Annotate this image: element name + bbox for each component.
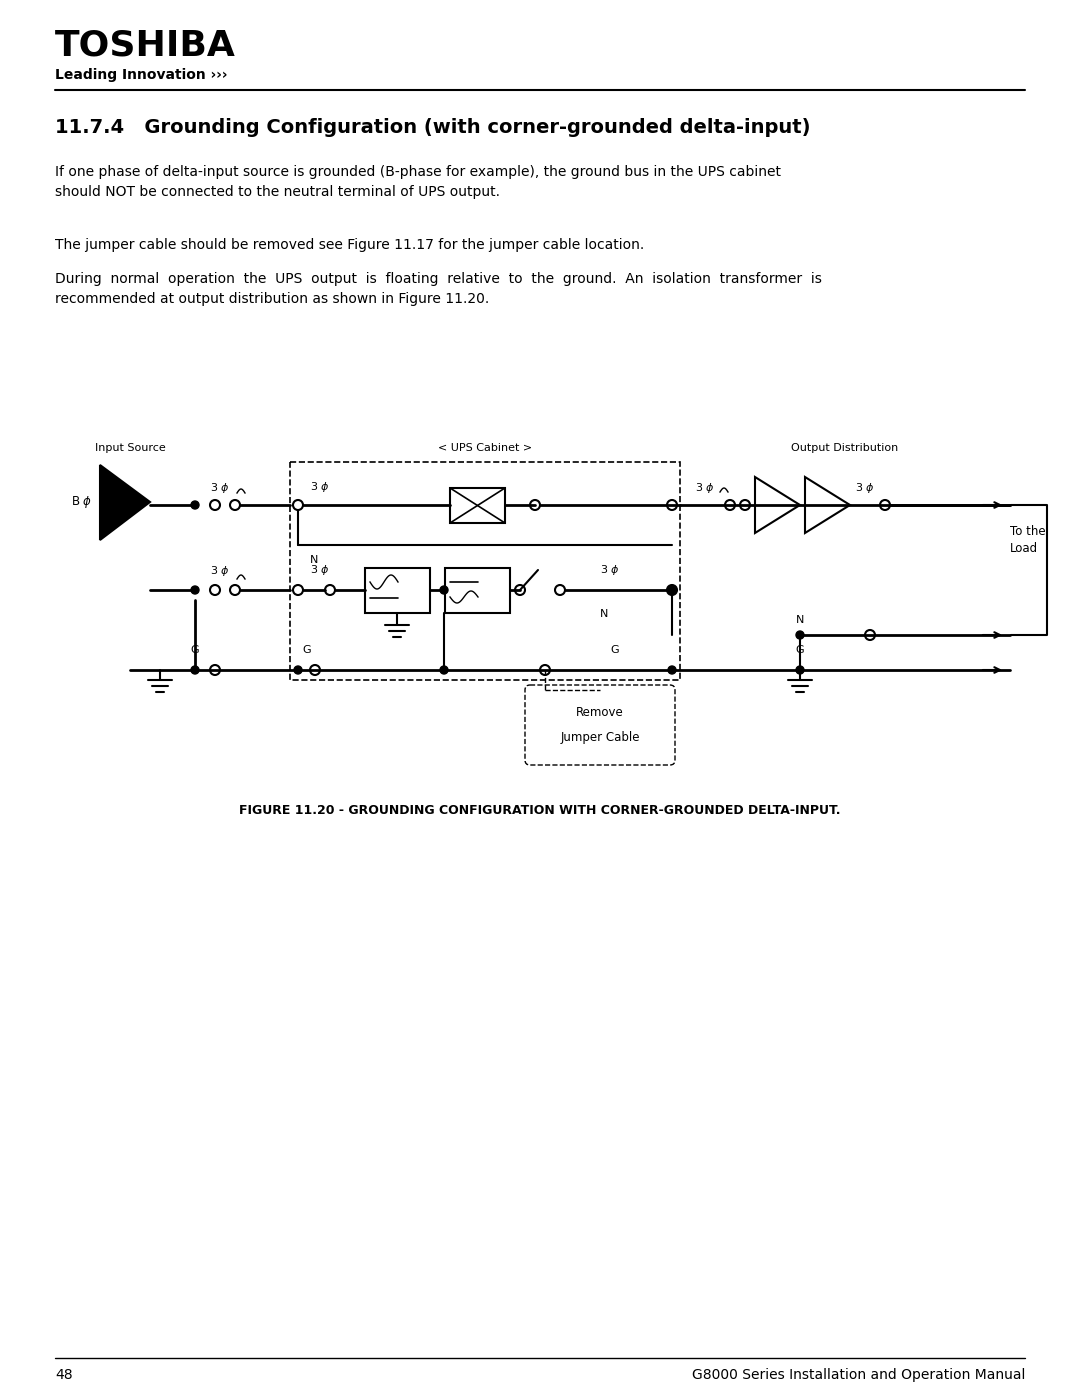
Text: During  normal  operation  the  UPS  output  is  floating  relative  to  the  gr: During normal operation the UPS output i…	[55, 272, 822, 306]
Text: N: N	[796, 615, 805, 624]
Circle shape	[669, 666, 676, 673]
Polygon shape	[100, 465, 150, 541]
Text: Remove: Remove	[576, 705, 624, 718]
Text: 3 $\phi$: 3 $\phi$	[210, 481, 230, 495]
Text: To the
Load: To the Load	[1010, 525, 1045, 555]
Circle shape	[294, 666, 302, 673]
Text: G8000 Series Installation and Operation Manual: G8000 Series Installation and Operation …	[691, 1368, 1025, 1382]
Bar	[291, 462, 680, 680]
Text: G: G	[796, 645, 805, 655]
Text: 3 $\phi$: 3 $\phi$	[310, 563, 329, 577]
Text: 3 $\phi$: 3 $\phi$	[600, 563, 620, 577]
Text: If one phase of delta-input source is grounded (B-phase for example), the ground: If one phase of delta-input source is gr…	[55, 165, 781, 198]
Text: G: G	[302, 645, 311, 655]
Circle shape	[191, 502, 199, 509]
Text: G: G	[610, 645, 619, 655]
Text: Leading Innovation ›››: Leading Innovation ›››	[55, 68, 228, 82]
Circle shape	[440, 585, 448, 594]
Text: 3 $\phi$: 3 $\phi$	[310, 481, 329, 495]
Text: TOSHIBA: TOSHIBA	[55, 28, 235, 61]
Text: 11.7.4   Grounding Configuration (with corner-grounded delta-input): 11.7.4 Grounding Configuration (with cor…	[55, 117, 810, 137]
Circle shape	[669, 585, 676, 594]
Circle shape	[191, 585, 199, 594]
Text: G: G	[191, 645, 200, 655]
Bar	[365, 569, 430, 613]
Bar	[450, 488, 505, 522]
Text: < UPS Cabinet >: < UPS Cabinet >	[437, 443, 532, 453]
Text: N: N	[600, 609, 608, 619]
Circle shape	[796, 631, 804, 638]
Bar	[445, 569, 510, 613]
Text: Jumper Cable: Jumper Cable	[561, 732, 639, 745]
Text: B $\phi$: B $\phi$	[71, 495, 93, 510]
Text: N: N	[310, 555, 319, 564]
Text: Input Source: Input Source	[95, 443, 165, 453]
Text: FIGURE 11.20 - GROUNDING CONFIGURATION WITH CORNER-GROUNDED DELTA-INPUT.: FIGURE 11.20 - GROUNDING CONFIGURATION W…	[240, 803, 840, 816]
Circle shape	[440, 666, 448, 673]
Text: The jumper cable should be removed see Figure 11.17 for the jumper cable locatio: The jumper cable should be removed see F…	[55, 237, 645, 251]
Text: 3 $\phi$: 3 $\phi$	[696, 481, 715, 495]
Circle shape	[191, 666, 199, 673]
Text: Output Distribution: Output Distribution	[792, 443, 899, 453]
Text: 3 $\phi$: 3 $\phi$	[855, 481, 875, 495]
Circle shape	[796, 666, 804, 673]
Text: 48: 48	[55, 1368, 72, 1382]
Text: 3 $\phi$: 3 $\phi$	[210, 564, 230, 578]
